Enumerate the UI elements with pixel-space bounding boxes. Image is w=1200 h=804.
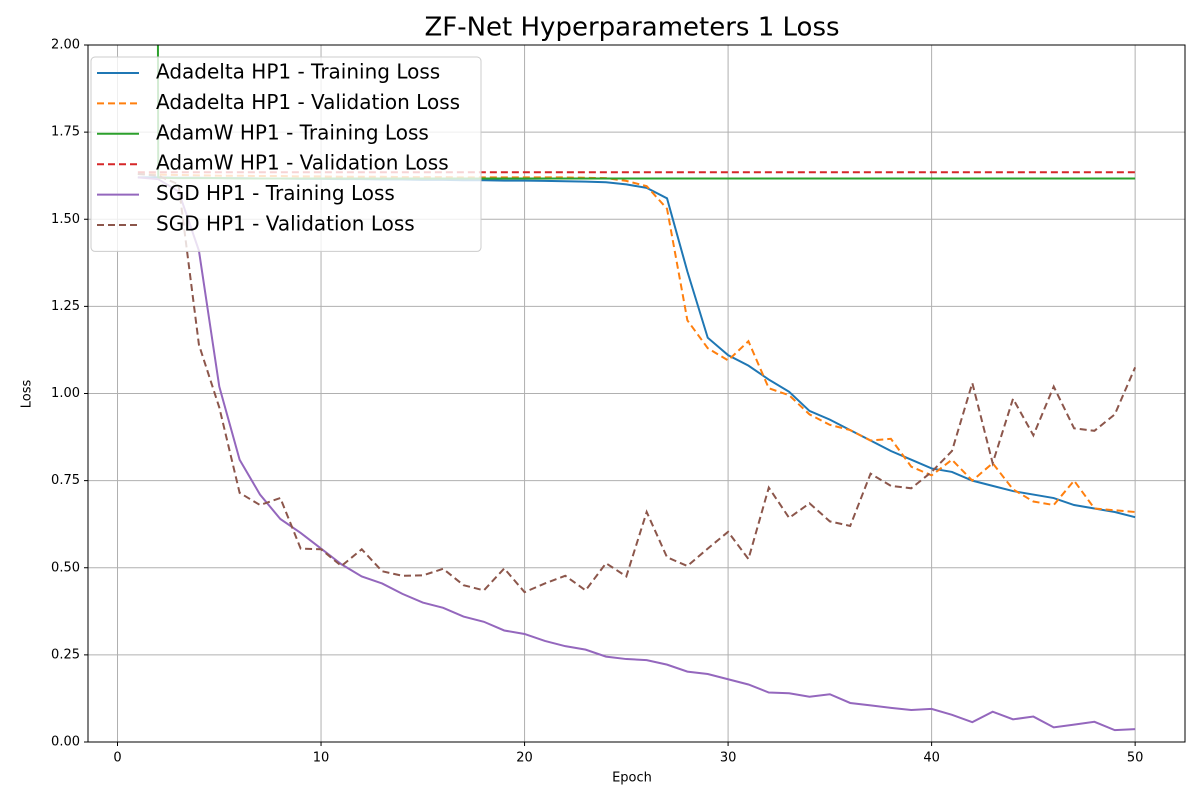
y-tick-label: 1.75 [51, 125, 80, 140]
chart-title: ZF-Net Hyperparameters 1 Loss [424, 13, 839, 43]
ticks: 0 10 20 30 40 50 0.00 0.25 0.50 0.75 1.00 1.25 1.50 1… [51, 38, 1143, 766]
legend-label: SGD HP1 - Training Loss [156, 181, 395, 205]
legend-label: AdamW HP1 - Validation Loss [156, 151, 449, 175]
y-tick-label: 2.00 [51, 38, 80, 53]
legend-label: SGD HP1 - Validation Loss [156, 212, 415, 236]
x-tick-label: 30 [720, 751, 737, 766]
series-line [137, 176, 1136, 732]
legend-label: Adadelta HP1 - Validation Loss [156, 90, 460, 114]
series-line [137, 172, 1137, 594]
y-tick-label: 0.50 [51, 560, 80, 575]
legend-label: AdamW HP1 - Training Loss [156, 120, 429, 144]
legend-label: Adadelta HP1 - Training Loss [156, 60, 440, 84]
y-tick-label: 0.25 [51, 647, 80, 662]
x-tick-label: 20 [516, 751, 533, 766]
y-axis-label: Loss [20, 380, 35, 409]
y-tick-label: 1.00 [51, 386, 80, 401]
x-tick-label: 10 [313, 751, 330, 766]
legend-box [90, 56, 482, 252]
x-axis-label: Epoch [612, 771, 652, 786]
x-tick-label: 0 [113, 751, 121, 766]
y-tick-label: 1.50 [51, 212, 80, 227]
legend: Adadelta HP1 - Training Loss Adadelta HP1… [90, 56, 482, 252]
x-tick-label: 40 [923, 751, 940, 766]
x-tick-label: 50 [1127, 751, 1144, 766]
y-tick-label: 1.25 [51, 299, 80, 314]
y-tick-label: 0.75 [51, 473, 80, 488]
y-tick-label: 0.00 [51, 735, 80, 750]
